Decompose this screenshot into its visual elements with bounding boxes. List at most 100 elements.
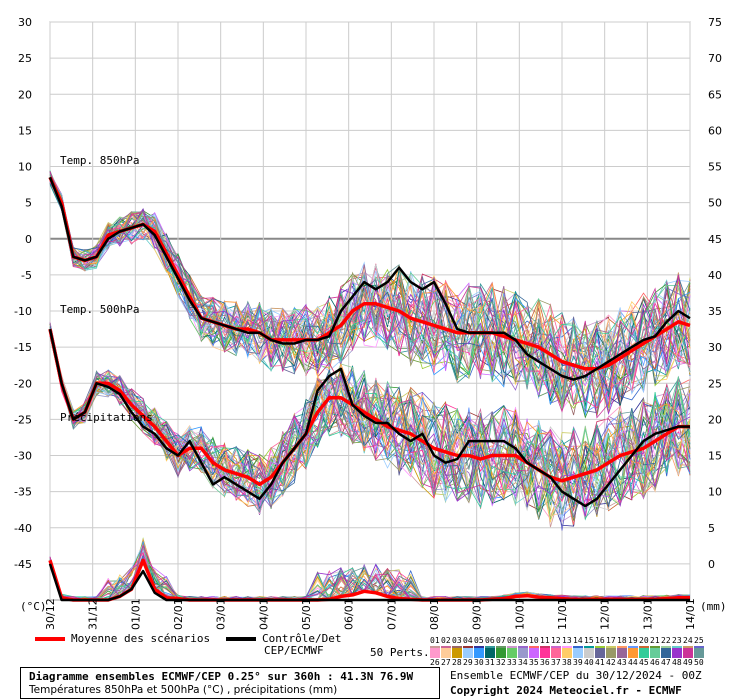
- x-tick-label: 12/01: [599, 598, 612, 630]
- right-tick-label: 15: [708, 450, 722, 463]
- pert-number: 07: [496, 636, 506, 645]
- x-tick-label: 04/01: [257, 598, 270, 630]
- control-line-precip: [48, 563, 690, 602]
- pert-swatch: [573, 648, 583, 658]
- pert-number: 09: [518, 636, 528, 645]
- pert-number: 20: [639, 636, 649, 645]
- pert-number: 48: [672, 658, 682, 667]
- legend-mean-label: Moyenne des scénarios: [71, 632, 211, 645]
- left-tick-label: 25: [18, 52, 32, 65]
- pert-number: 34: [518, 658, 528, 667]
- legend-control-swatch: [226, 637, 256, 641]
- left-tick-label: -10: [14, 305, 32, 318]
- ensemble-member-line: [49, 332, 691, 520]
- footer-subtitle: Températures 850hPa et 500hPa (°C) , pré…: [29, 684, 338, 696]
- mean-line-t850: [48, 176, 691, 371]
- footer-box: Diagramme ensembles ECMWF/CEP 0.25° sur …: [20, 667, 440, 699]
- right-tick-label: 0: [708, 558, 715, 571]
- ensemble-member-line: [49, 176, 691, 406]
- pert-swatch: [474, 648, 484, 658]
- x-tick-label: 08/01: [428, 598, 441, 630]
- pert-number: 03: [452, 636, 462, 645]
- pert-swatch: [584, 648, 594, 658]
- left-tick-label: 30: [18, 16, 32, 29]
- right-tick-label: 35: [708, 305, 722, 318]
- pert-swatch: [430, 648, 440, 658]
- annotation-temp-850: Temp. 850hPa: [60, 154, 139, 167]
- right-tick-label: 45: [708, 233, 722, 246]
- pert-number: 46: [650, 658, 660, 667]
- right-tick-label: 65: [708, 88, 722, 101]
- left-tick-label: 5: [25, 197, 32, 210]
- pert-number: 40: [584, 658, 594, 667]
- pert-number: 25: [694, 636, 704, 645]
- pert-number: 31: [485, 658, 495, 667]
- legend-control-label2: CEP/ECMWF: [264, 644, 324, 657]
- pert-number: 11: [540, 636, 550, 645]
- pert-number: 49: [683, 658, 693, 667]
- pert-number: 35: [529, 658, 539, 667]
- annotation-precipitations: Précipitations: [60, 411, 153, 424]
- ensemble-member-line: [49, 326, 691, 505]
- left-tick-label: -25: [14, 413, 32, 426]
- ensemble-member-line: [49, 559, 691, 601]
- main-series-lines: [48, 176, 691, 602]
- left-tick-label: -30: [14, 450, 32, 463]
- pert-number: 13: [562, 636, 572, 645]
- x-tick-label: 30/12: [44, 598, 57, 630]
- right-tick-label: 55: [708, 161, 722, 174]
- pert-number: 36: [540, 658, 550, 667]
- right-tick-label: 20: [708, 413, 722, 426]
- right-tick-label: 5: [708, 522, 715, 535]
- x-tick-label: 01/01: [129, 598, 142, 630]
- pert-number: 17: [606, 636, 616, 645]
- ensemble-member-line: [49, 336, 691, 502]
- pert-swatch: [628, 648, 638, 658]
- chart-grid: [49, 21, 691, 601]
- pert-number: 10: [529, 636, 539, 645]
- pert-number: 41: [595, 658, 605, 667]
- legend-control-label: Contrôle/Det: [262, 632, 342, 645]
- x-tick-label: 14/01: [684, 598, 697, 630]
- pert-swatch: [507, 648, 517, 658]
- right-tick-label: 75: [708, 16, 722, 29]
- right-tick-label: 40: [708, 269, 722, 282]
- mean-line-t500: [48, 328, 690, 487]
- pert-swatch: [661, 648, 671, 658]
- left-tick-label: 0: [25, 233, 32, 246]
- left-tick-label: 20: [18, 88, 32, 101]
- pert-swatch: [650, 648, 660, 658]
- pert-number: 43: [617, 658, 627, 667]
- left-tick-label: 15: [18, 124, 32, 137]
- left-tick-label: 10: [18, 161, 32, 174]
- pert-number: 27: [441, 658, 451, 667]
- pert-number: 05: [474, 636, 484, 645]
- pert-number: 18: [617, 636, 627, 645]
- pert-swatch: [683, 648, 693, 658]
- ensemble-member-line: [49, 172, 691, 415]
- x-tick-label: 13/01: [641, 598, 654, 630]
- left-tick-label: -5: [21, 269, 32, 282]
- right-axis-unit: (mm): [700, 600, 727, 613]
- pert-number: 44: [628, 658, 638, 667]
- pert-number: 33: [507, 658, 517, 667]
- control-line-t500: [48, 328, 690, 508]
- pert-number: 21: [650, 636, 660, 645]
- pert-swatch: [672, 648, 682, 658]
- pert-number: 04: [463, 636, 473, 645]
- pert-number: 23: [672, 636, 682, 645]
- pert-number: 45: [639, 658, 649, 667]
- pert-number: 42: [606, 658, 616, 667]
- pert-number: 47: [661, 658, 671, 667]
- legend-mean-swatch: [35, 637, 65, 641]
- pert-swatch: [529, 648, 539, 658]
- right-tick-label: 50: [708, 197, 722, 210]
- pert-swatch: [639, 648, 649, 658]
- x-tick-label: 11/01: [556, 598, 569, 630]
- x-tick-label: 06/01: [343, 598, 356, 630]
- pert-number: 22: [661, 636, 671, 645]
- left-tick-label: -20: [14, 377, 32, 390]
- pert-swatch: [551, 648, 561, 658]
- pert-number: 14: [573, 636, 583, 645]
